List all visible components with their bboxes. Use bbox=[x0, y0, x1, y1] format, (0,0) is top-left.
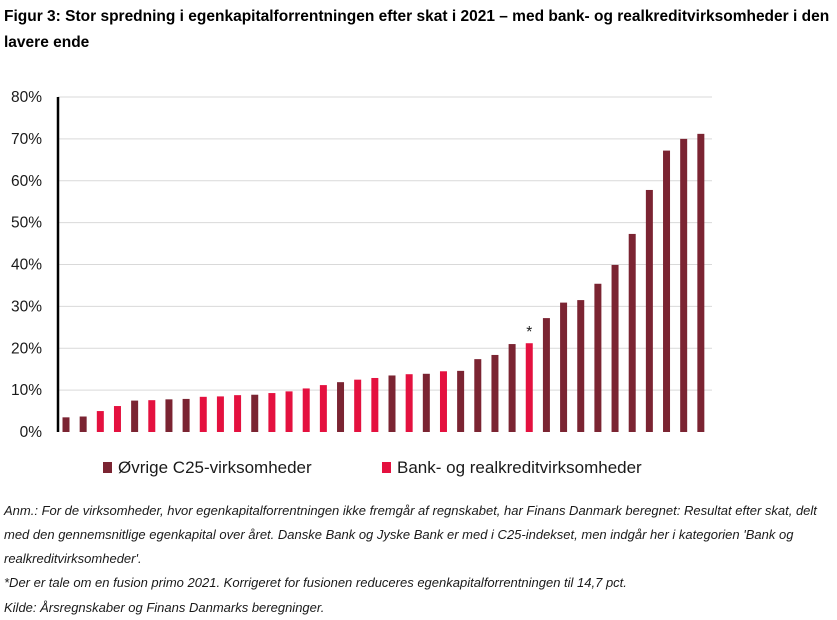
bar-other bbox=[337, 382, 345, 432]
y-tick-label: 30% bbox=[11, 298, 42, 315]
y-tick-label: 20% bbox=[11, 340, 42, 357]
bar-other bbox=[663, 150, 671, 432]
annotations: * bbox=[526, 324, 532, 341]
bar-other bbox=[697, 133, 705, 432]
bar-other bbox=[594, 283, 602, 432]
y-tick-label: 60% bbox=[11, 173, 42, 190]
bar-bank bbox=[234, 395, 242, 432]
gridlines bbox=[58, 96, 712, 391]
bar-bank bbox=[405, 374, 413, 432]
bar-other bbox=[131, 400, 139, 432]
bar-other bbox=[182, 398, 190, 432]
bar-other bbox=[251, 394, 259, 432]
bar-chart: 0% 10% 20% 30% 40% 50% 60% 70% 80% * Øvrige C25-… bbox=[11, 89, 712, 477]
note-source: Kilde: Årsregnskaber og Finans Danmarks … bbox=[4, 600, 325, 615]
legend-label-bank: Bank- og realkreditvirksomheder bbox=[397, 458, 642, 477]
bar-other bbox=[680, 138, 688, 433]
note-anm: Anm.: For de virksomheder, hvor egenkapi… bbox=[4, 503, 817, 566]
bar-other bbox=[542, 318, 550, 432]
bar-other bbox=[474, 359, 482, 432]
y-tick-label: 80% bbox=[11, 89, 42, 106]
bar-other bbox=[62, 417, 70, 432]
bar-bank bbox=[439, 371, 447, 432]
y-tick-label: 40% bbox=[11, 257, 42, 274]
y-tick-label: 70% bbox=[11, 131, 42, 148]
bar-other bbox=[628, 233, 636, 432]
chart-title: Figur 3: Stor spredning i egenkapitalfor… bbox=[4, 8, 830, 51]
bar-bank bbox=[216, 396, 224, 432]
note-footnote: *Der er tale om en fusion primo 2021. Ko… bbox=[4, 575, 627, 590]
y-tick-label: 0% bbox=[20, 424, 43, 441]
y-axis-tick-labels: 0% 10% 20% 30% 40% 50% 60% 70% 80% bbox=[11, 89, 42, 441]
bar-other bbox=[491, 354, 499, 432]
bar-other bbox=[388, 375, 396, 432]
y-tick-label: 50% bbox=[11, 215, 42, 232]
bar-other bbox=[560, 302, 568, 432]
bar-bank bbox=[302, 388, 310, 432]
bar-other bbox=[611, 264, 619, 432]
bar-other bbox=[508, 344, 516, 432]
bar-bank bbox=[96, 411, 104, 432]
bar-other bbox=[165, 399, 173, 432]
bar-bank bbox=[319, 385, 327, 432]
bar-bank bbox=[371, 377, 379, 432]
bar-other bbox=[79, 416, 87, 432]
bar-bank bbox=[285, 391, 293, 432]
bar-bank bbox=[525, 343, 533, 432]
bar-other bbox=[422, 373, 430, 432]
bar-other bbox=[577, 300, 585, 432]
y-tick-label: 10% bbox=[11, 382, 42, 399]
legend-swatch-bank bbox=[382, 462, 391, 473]
bar-other bbox=[457, 370, 465, 432]
bar-annotation: * bbox=[526, 324, 532, 341]
legend-label-other: Øvrige C25-virksomheder bbox=[118, 458, 312, 477]
bar-other bbox=[645, 189, 653, 432]
legend: Øvrige C25-virksomheder Bank- og realkred… bbox=[103, 458, 642, 477]
bar-bank bbox=[148, 400, 156, 432]
bar-bank bbox=[354, 379, 362, 432]
bar-bank bbox=[199, 396, 207, 432]
bar-bank bbox=[268, 393, 276, 432]
bar-bank bbox=[113, 406, 121, 432]
bars bbox=[62, 133, 705, 433]
legend-swatch-other bbox=[103, 462, 112, 473]
